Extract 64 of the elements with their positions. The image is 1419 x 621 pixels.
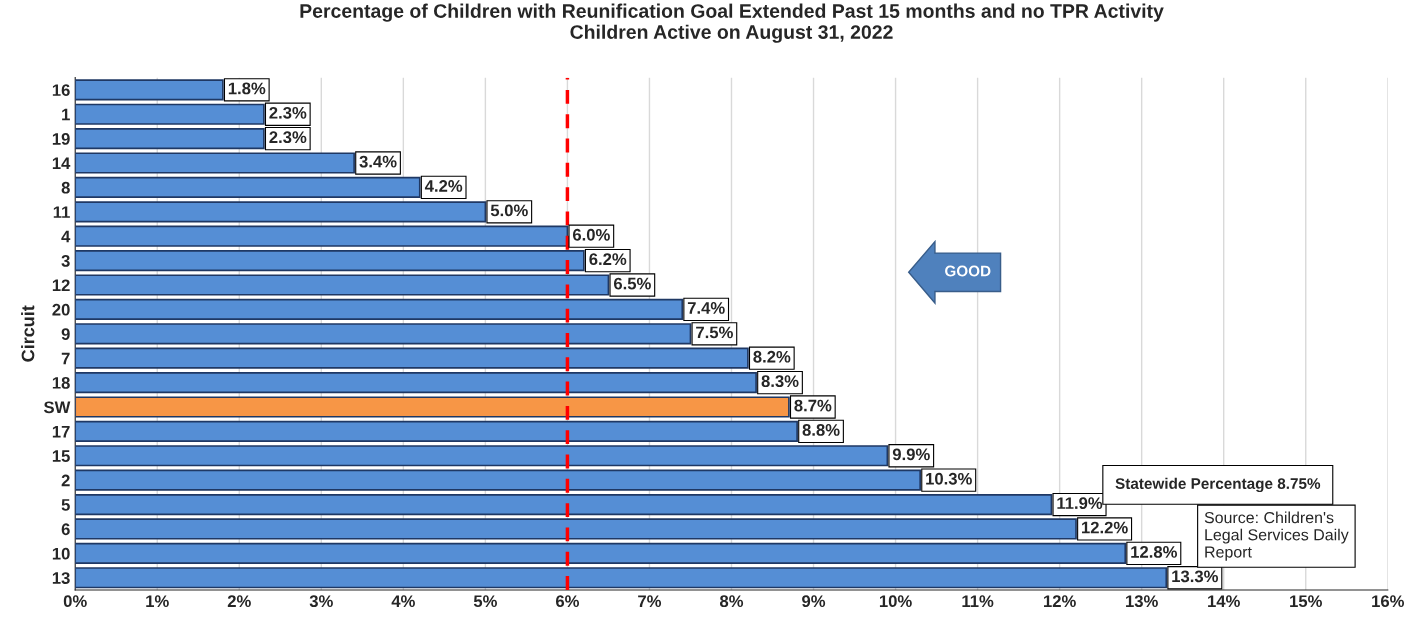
y-tick-label: 19 — [52, 133, 70, 145]
x-tick-label: 13% — [1126, 595, 1158, 608]
y-tick-label: 5 — [61, 499, 70, 511]
data-label: 8.3% — [761, 375, 799, 388]
data-label: 7.5% — [696, 326, 733, 339]
data-label: 11.9% — [1057, 497, 1103, 510]
y-tick-label: SW — [43, 401, 71, 414]
y-tick-label: 7 — [61, 352, 70, 365]
x-tick-label: 8% — [719, 595, 744, 608]
annotation: Statewide Percentage 8.75% — [1115, 477, 1321, 493]
x-tick-label: 15% — [1290, 595, 1322, 608]
y-tick-label: 11 — [53, 206, 70, 218]
y-tick-label: 12 — [52, 279, 70, 292]
x-tick-label: 9% — [802, 595, 826, 608]
y-tick-label: 8 — [61, 181, 70, 194]
y-tick-label: 14 — [52, 157, 71, 170]
data-label: 8.2% — [753, 350, 791, 363]
data-label: 4.2% — [424, 180, 463, 192]
data-label: 2.3% — [269, 106, 307, 119]
y-tick-label: 2 — [61, 474, 70, 487]
data-label: 8.7% — [794, 399, 832, 412]
y-tick-label: 3 — [61, 255, 70, 267]
data-label: 8.8% — [802, 424, 840, 436]
y-tick-label: 13 — [52, 572, 70, 584]
data-label: 3.4% — [359, 155, 397, 168]
y-tick-label: 18 — [52, 376, 70, 389]
x-tick-label: 5% — [473, 595, 497, 608]
y-tick-label: 17 — [52, 425, 70, 438]
chart-title: Percentage of Children with Reunification Goal Extended Past 15 months and no TPR Activity Children Active on August 31, 2022 — [300, 3, 1164, 43]
y-tick-label: 16 — [52, 84, 70, 97]
x-tick-label: 1% — [146, 595, 169, 608]
y-tick-label: 20 — [52, 303, 70, 316]
x-tick-label: 4% — [391, 595, 415, 608]
data-label: 12.2% — [1082, 521, 1128, 534]
annotation: GOOD — [945, 265, 991, 277]
x-tick-label: 16% — [1372, 595, 1405, 608]
x-tick-label: 11% — [962, 595, 994, 608]
y-tick-label: 15 — [52, 450, 70, 462]
y-tick-label: 10 — [52, 547, 70, 560]
y-axis-title: Circuit — [21, 305, 35, 362]
data-label: 12.8% — [1131, 546, 1178, 558]
data-label: 7.4% — [687, 302, 725, 314]
x-tick-label: 12% — [1044, 595, 1076, 608]
x-tick-label: 2% — [227, 595, 251, 608]
data-label: 5.0% — [490, 204, 528, 217]
x-tick-label: 14% — [1208, 595, 1240, 608]
y-tick-label: 1 — [62, 108, 70, 121]
data-label: 10.3% — [926, 472, 972, 485]
data-label: 1.8% — [228, 82, 266, 95]
data-label: 9.9% — [892, 448, 930, 461]
data-label: 2.3% — [269, 131, 307, 144]
y-tick-label: 4 — [61, 230, 71, 243]
data-label: 6.0% — [572, 228, 610, 241]
x-tick-label: 6% — [555, 595, 580, 608]
y-tick-label: 9 — [61, 328, 70, 340]
x-tick-label: 7% — [638, 595, 662, 608]
data-label: 6.2% — [589, 253, 627, 266]
x-tick-label: 0% — [63, 595, 87, 608]
annotation: Source: Children's Legal Services Daily Report — [1204, 511, 1349, 561]
y-tick-label: 6 — [61, 523, 70, 536]
data-label: 6.5% — [613, 277, 651, 290]
x-tick-label: 3% — [309, 595, 333, 608]
data-label: 13.3% — [1172, 570, 1219, 583]
x-tick-label: 10% — [879, 595, 912, 608]
